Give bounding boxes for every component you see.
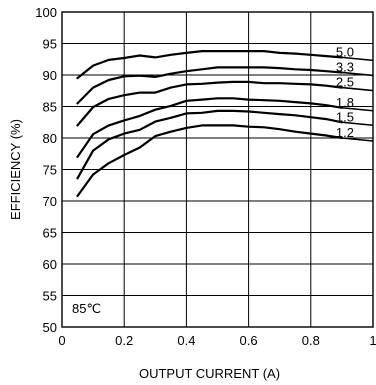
series-leader: [341, 71, 374, 77]
series-leader: [341, 137, 374, 142]
series-curves: [76, 49, 343, 198]
x-tick-label: 0.4: [177, 333, 195, 348]
series-leader: [341, 86, 374, 92]
series-label: 3.3: [336, 59, 354, 74]
series-line: [76, 109, 343, 180]
series-label: 1.2: [336, 125, 354, 140]
series-leader: [341, 56, 374, 62]
x-tick-label: 0: [58, 333, 65, 348]
y-tick-label: 75: [43, 163, 57, 178]
x-axis-title: OUTPUT CURRENT (A): [139, 366, 280, 381]
x-tick-label: 0.6: [240, 333, 258, 348]
series-line: [76, 80, 343, 127]
series-label: 2.5: [336, 75, 354, 90]
series-line: [76, 66, 343, 105]
grid-lines: [62, 12, 373, 327]
y-tick-label: 100: [35, 5, 57, 20]
x-tick-label: 0.2: [115, 333, 133, 348]
y-axis-title: EFFICIENCY (%): [8, 119, 23, 220]
series-leader: [341, 106, 374, 112]
series-leader: [341, 121, 374, 127]
series-label: 1.5: [336, 109, 354, 124]
series-label: 1.8: [336, 95, 354, 110]
series-line: [76, 97, 343, 158]
x-tick-labels: 0 0.2 0.4 0.6 0.8 1: [58, 333, 376, 348]
y-tick-label: 90: [43, 68, 57, 83]
series-labels: 5.03.32.5 1.81.51.2: [336, 44, 374, 142]
y-tick-label: 65: [43, 226, 57, 241]
y-tick-label: 80: [43, 131, 57, 146]
y-tick-label: 95: [43, 37, 57, 52]
y-tick-label: 70: [43, 194, 57, 209]
plot-frame: [61, 11, 374, 328]
y-tick-label: 60: [43, 257, 57, 272]
temperature-annotation: 85℃: [72, 301, 101, 316]
x-tick-label: 0.8: [302, 333, 320, 348]
series-label: 5.0: [336, 44, 354, 59]
series-line: [76, 124, 343, 198]
y-tick-label: 50: [43, 320, 57, 335]
y-tick-label: 55: [43, 289, 57, 304]
y-tick-label: 85: [43, 100, 57, 115]
series-line: [76, 49, 343, 80]
y-tick-labels: 50 55 60 65 70 75 80 85 90 95 100: [35, 5, 57, 335]
x-tick-label: 1: [369, 333, 376, 348]
